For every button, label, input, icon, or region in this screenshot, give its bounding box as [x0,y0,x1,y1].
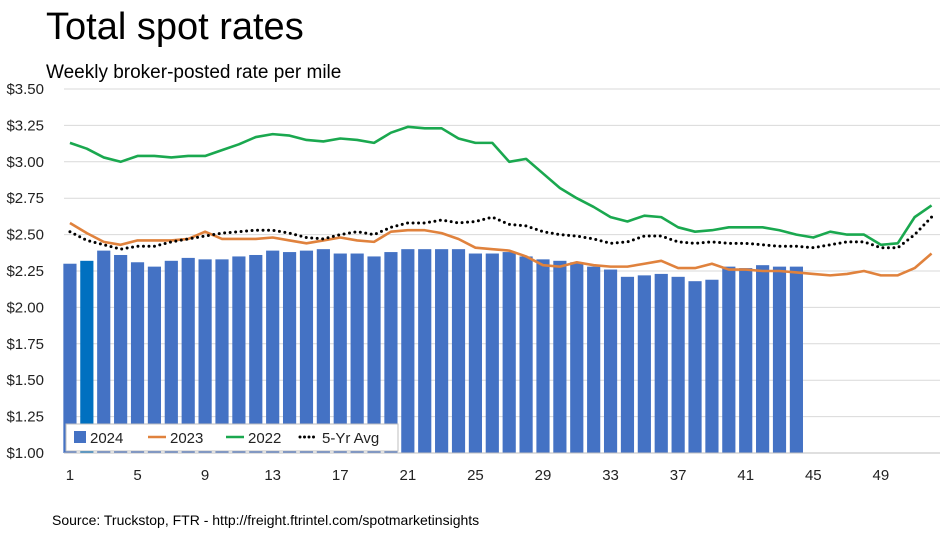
source-note: Source: Truckstop, FTR - http://freight.… [52,512,480,528]
bar-2024-week-31 [570,262,584,453]
y-tick-label: $2.00 [6,299,44,316]
bar-2024-week-27 [502,252,516,453]
bar-2024-week-5 [130,262,145,453]
legend-label: 5-Yr Avg [322,430,379,447]
bar-2024-week-38 [688,281,702,453]
bar-2024-week-3 [97,250,111,453]
bar-2024-week-2 [80,260,94,453]
bar-2024-week-6 [147,266,162,453]
y-tick-label: $1.00 [6,445,44,462]
bar-2024-week-44 [789,266,803,453]
bar-2024-week-13 [266,250,280,453]
y-tick-label: $1.25 [6,409,44,426]
bar-2024-week-34 [620,276,635,453]
chart-title: Total spot rates [46,6,304,48]
x-tick-label: 37 [670,467,687,484]
bar-2024-week-39 [705,279,719,453]
bar-2024-week-43 [772,266,787,453]
x-tick-label: 17 [332,467,349,484]
y-tick-label: $3.25 [6,117,44,134]
line-2022 [69,125,933,247]
x-tick-label: 49 [873,467,890,484]
bar-2024-week-18 [350,253,364,453]
legend: 2024 2023 2022 5-Yr Avg [65,423,399,452]
bar-2024-week-30 [553,260,567,453]
bar-2024-week-9 [198,259,212,453]
bar-2024-week-26 [485,253,499,453]
y-tick-label: $1.75 [6,336,44,353]
bar-2024-week-8 [181,257,195,453]
x-tick-label: 41 [737,467,754,484]
y-tick-label: $2.50 [6,227,44,244]
bar-2024-week-12 [249,254,263,453]
x-tick-label: 25 [467,467,484,484]
bar-2024-week-25 [468,253,482,453]
bar-2024-week-29 [536,259,550,453]
x-tick-label: 9 [201,467,209,484]
bar-2024-week-16 [316,249,330,453]
bar-2024-week-37 [671,276,685,453]
bar-2024-week-19 [367,256,381,453]
chart-subtitle: Weekly broker-posted rate per mile [46,62,342,83]
bar-2024-week-23 [435,249,449,453]
bar-2024-week-42 [756,265,770,453]
bar-2024-week-20 [384,252,398,453]
legend-label: 2023 [170,430,203,447]
bar-2024-week-24 [451,249,466,453]
bar-2024-week-22 [418,249,432,453]
line-5-yr-avg [68,215,934,251]
legend-label: 2024 [90,430,123,447]
x-tick-label: 45 [805,467,822,484]
bar-2024-week-15 [299,250,314,453]
y-tick-label: $2.75 [6,190,44,207]
bar-2024-week-7 [164,260,178,453]
y-tick-label: $1.50 [6,372,44,389]
y-tick-label: $2.25 [6,263,44,280]
legend-swatch-2024 [74,431,86,443]
bar-2024-week-14 [282,252,297,453]
x-tick-label: 21 [399,467,416,484]
bar-2024-week-41 [739,268,753,453]
bar-2024-week-36 [654,273,668,453]
bar-2024-week-35 [637,275,651,453]
bar-2024-week-10 [215,259,229,453]
bar-2024-week-17 [333,253,347,453]
bar-2024-week-28 [519,256,533,453]
y-tick-label: $3.00 [6,154,44,171]
x-tick-label: 29 [535,467,552,484]
bar-2024-week-1 [63,263,77,453]
x-tick-label: 1 [66,467,74,484]
x-tick-label: 33 [602,467,619,484]
legend-label: 2022 [248,430,281,447]
x-tick-label: 13 [264,467,281,484]
y-tick-label: $3.50 [6,81,44,98]
bar-2024-week-21 [401,249,415,453]
bar-2024-week-33 [603,269,618,453]
bar-2024-week-11 [232,256,246,453]
bar-2024-week-40 [722,266,736,453]
bar-2024-week-4 [114,254,128,453]
bar-2024-week-32 [587,266,601,453]
x-tick-label: 5 [133,467,141,484]
